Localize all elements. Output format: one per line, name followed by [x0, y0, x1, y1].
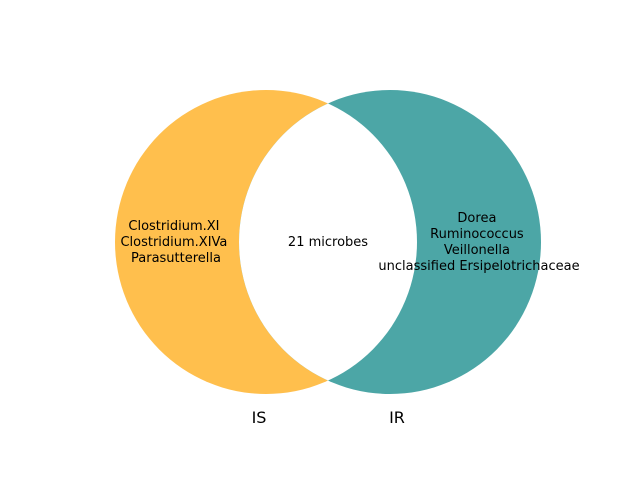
is-member: Parasutterella [131, 251, 221, 266]
is-member: Clostridium.XI [128, 219, 219, 234]
ir-member: Ruminococcus [430, 227, 524, 242]
ir-member: unclassified Ersipelotrichaceae [378, 259, 579, 274]
is-only-members: Clostridium.XI Clostridium.XIVa Parasutt… [120, 219, 231, 266]
is-member: Clostridium.XIVa [120, 235, 227, 250]
ir-only-members: Dorea Ruminococcus Veillonella unclassif… [378, 211, 579, 274]
ir-member: Dorea [457, 211, 496, 226]
set-label-ir: IR [389, 408, 405, 427]
set-label-is: IS [252, 408, 267, 427]
ir-member: Veillonella [444, 243, 510, 258]
intersection-label: 21 microbes [288, 235, 368, 250]
venn-intersection-region [239, 90, 417, 394]
